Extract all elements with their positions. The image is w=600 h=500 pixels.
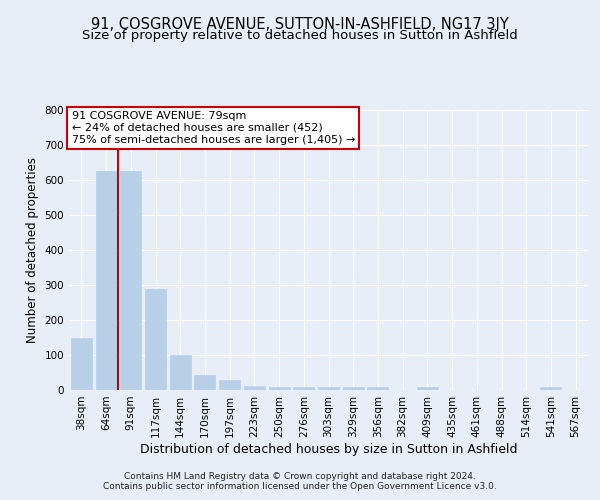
- X-axis label: Distribution of detached houses by size in Sutton in Ashfield: Distribution of detached houses by size …: [140, 442, 517, 456]
- Bar: [194, 375, 215, 390]
- Bar: [367, 386, 388, 390]
- Bar: [343, 386, 364, 390]
- Text: Size of property relative to detached houses in Sutton in Ashfield: Size of property relative to detached ho…: [82, 29, 518, 42]
- Bar: [219, 380, 240, 390]
- Bar: [170, 355, 191, 390]
- Text: 91, COSGROVE AVENUE, SUTTON-IN-ASHFIELD, NG17 3JY: 91, COSGROVE AVENUE, SUTTON-IN-ASHFIELD,…: [91, 18, 509, 32]
- Text: 91 COSGROVE AVENUE: 79sqm
← 24% of detached houses are smaller (452)
75% of semi: 91 COSGROVE AVENUE: 79sqm ← 24% of detac…: [71, 112, 355, 144]
- Bar: [71, 338, 92, 390]
- Bar: [244, 386, 265, 390]
- Bar: [145, 289, 166, 390]
- Bar: [318, 387, 339, 390]
- Bar: [417, 387, 438, 390]
- Bar: [120, 170, 141, 390]
- Bar: [541, 387, 562, 390]
- Bar: [95, 170, 116, 390]
- Text: Contains public sector information licensed under the Open Government Licence v3: Contains public sector information licen…: [103, 482, 497, 491]
- Y-axis label: Number of detached properties: Number of detached properties: [26, 157, 39, 343]
- Text: Contains HM Land Registry data © Crown copyright and database right 2024.: Contains HM Land Registry data © Crown c…: [124, 472, 476, 481]
- Bar: [269, 386, 290, 390]
- Bar: [293, 386, 314, 390]
